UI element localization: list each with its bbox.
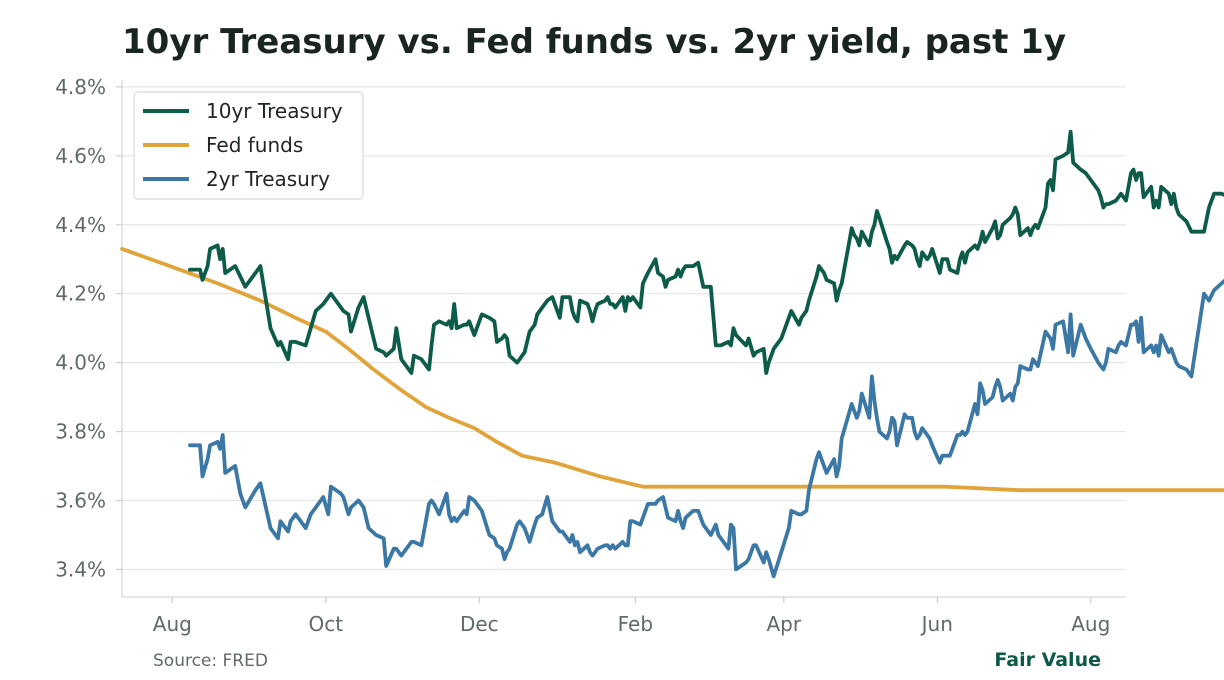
y-tick-label: 4.4% [55,213,106,237]
y-tick-label: 3.6% [55,488,106,512]
y-tick-label: 4.0% [55,351,106,375]
y-tick-label: 3.4% [55,557,106,581]
legend-label: 2yr Treasury [206,167,330,191]
x-tick-label: Dec [460,612,499,636]
x-tick-label: Jun [920,612,953,636]
y-axis-ticks: 3.4% 3.6% 3.8% 4.0% 4.2% 4.4% 4.6% 4.8% [55,75,122,581]
y-tick-label: 4.8% [55,75,106,99]
source-note: Source: FRED [153,651,268,671]
series-line [120,246,1224,493]
series-line [187,278,1224,579]
legend: 10yr Treasury Fed funds 2yr Treasury [133,91,364,200]
legend-label: 10yr Treasury [206,99,343,123]
x-tick-label: Apr [766,612,801,636]
y-tick-label: 4.6% [55,144,106,168]
series-line [187,129,1224,375]
axes [121,80,1126,598]
x-tick-label: Feb [618,612,653,636]
y-tick-label: 3.8% [55,420,106,444]
x-tick-label: Aug [1071,612,1110,636]
chart-title: 10yr Treasury vs. Fed funds vs. 2yr yiel… [122,22,1066,62]
brand-label: Fair Value [994,649,1101,671]
series-lines [120,129,1224,579]
x-axis-ticks: Aug Oct Dec Feb Apr Jun Aug [153,597,1110,636]
x-tick-label: Oct [309,612,344,636]
y-tick-label: 4.2% [55,282,106,306]
legend-box [133,91,364,200]
legend-label: Fed funds [206,133,303,157]
x-tick-label: Aug [153,612,192,636]
